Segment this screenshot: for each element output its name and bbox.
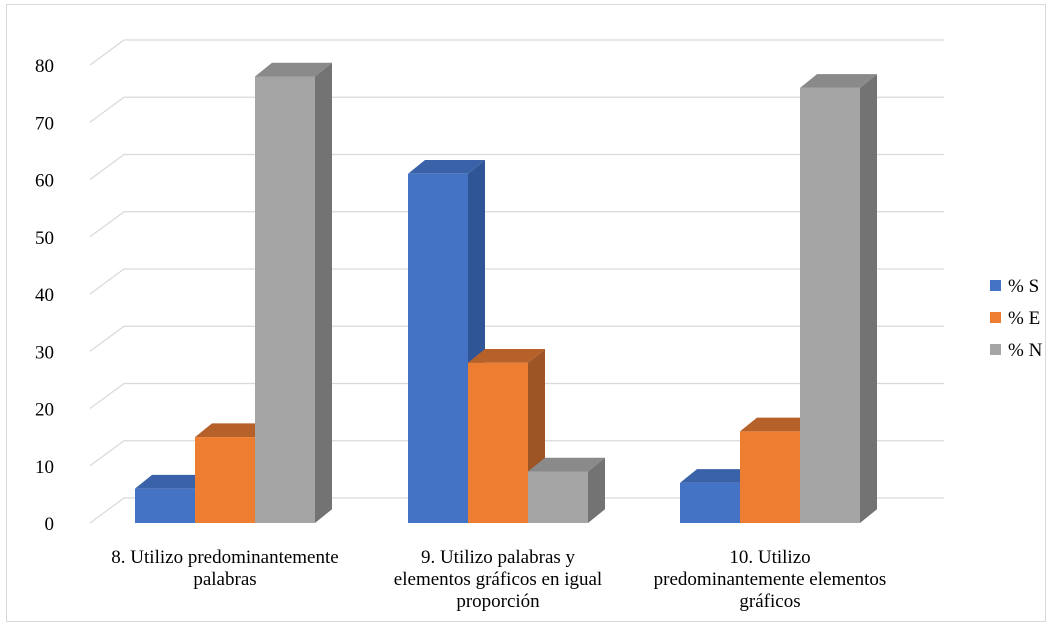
- legend-swatch: [990, 344, 1001, 355]
- legend-swatch: [990, 312, 1001, 323]
- bar-front: [468, 363, 528, 523]
- category-label: 10. Utilizo predominantemente elementos gr…: [654, 547, 887, 612]
- bars: [135, 63, 877, 523]
- y-tick-label: 10: [35, 457, 54, 478]
- category-label: 9. Utilizo palabras y elementos gráficos …: [394, 547, 602, 612]
- legend-item: % S: [990, 276, 1039, 297]
- y-tick-label: 70: [35, 113, 54, 134]
- legend-item: % E: [990, 308, 1040, 329]
- legend-item: % N: [990, 340, 1043, 361]
- gridline: [90, 40, 944, 65]
- y-tick-label: 20: [35, 400, 54, 421]
- legend-swatch: [990, 280, 1001, 291]
- bar-front: [408, 174, 468, 523]
- y-tick-label: 0: [45, 514, 55, 535]
- bar-side: [860, 74, 877, 523]
- legend-label: % S: [1008, 276, 1039, 297]
- legend: % S % E % N: [990, 276, 1043, 361]
- bar-front: [195, 437, 255, 523]
- bar-front: [528, 471, 588, 523]
- bar-side: [315, 63, 332, 523]
- category-label: 8. Utilizo predominantemente palabras: [111, 547, 338, 590]
- y-tick-label: 60: [35, 171, 54, 192]
- category-labels: 8. Utilizo predominantemente palabras 9. U…: [111, 547, 886, 612]
- bar-front: [740, 431, 800, 523]
- bar: [528, 458, 605, 523]
- bar-front: [680, 483, 740, 523]
- legend-label: % E: [1008, 308, 1040, 329]
- bar-front: [800, 88, 860, 523]
- y-tick-label: 40: [35, 285, 54, 306]
- bar-front: [135, 489, 195, 523]
- bar: [255, 63, 332, 523]
- y-axis-ticks: 0 10 20 30 40 50 60 70 80: [35, 56, 54, 535]
- y-tick-label: 50: [35, 228, 54, 249]
- bar-front: [255, 76, 315, 523]
- legend-label: % N: [1008, 340, 1043, 361]
- bar: [800, 74, 877, 523]
- y-tick-label: 80: [35, 56, 54, 77]
- y-tick-label: 30: [35, 342, 54, 363]
